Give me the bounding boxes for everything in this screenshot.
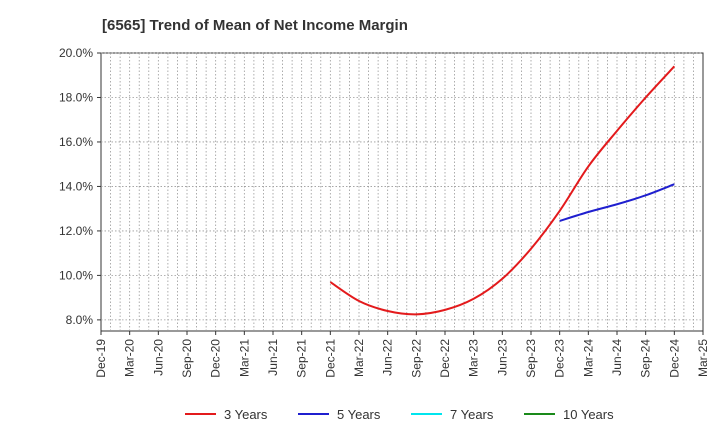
chart-title: [6565] Trend of Mean of Net Income Margi… (102, 17, 408, 34)
x-axis: Dec-19 Mar-20 Jun-20 Sep-20 Dec-20 Mar-21 Jun-… (94, 331, 710, 378)
x-tick-label: Dec-24 (667, 339, 681, 378)
y-axis: 8.0% 10.0% 12.0% 14.0% 16.0% 18.0% 20.0% (59, 46, 101, 327)
series-line-1 (329, 65, 676, 316)
x-tick-label: Mar-20 (123, 339, 137, 377)
grid-lines (101, 52, 703, 331)
x-tick-label: Mar-25 (696, 339, 710, 377)
x-tick-label: Jun-21 (266, 339, 280, 376)
x-tick-label: Sep-20 (180, 339, 194, 378)
x-tick-label: Mar-22 (352, 339, 366, 377)
x-tick-label: Mar-24 (581, 339, 595, 377)
x-tick-label: Dec-19 (94, 339, 108, 378)
x-tick-label: Jun-23 (495, 339, 509, 376)
x-tick-label: Sep-22 (409, 339, 423, 378)
x-tick-label: Mar-23 (467, 339, 481, 377)
x-tick-label: Jun-22 (381, 339, 395, 376)
x-tick-label: Jun-20 (151, 339, 165, 376)
legend: 3 Years 5 Years 7 Years 10 Years (185, 407, 614, 422)
y-tick-label: 12.0% (59, 224, 93, 238)
legend-label: 7 Years (450, 407, 494, 422)
x-tick-label: Dec-20 (209, 339, 223, 378)
x-tick-label: Sep-24 (639, 339, 653, 378)
plot-area (100, 52, 704, 332)
y-tick-label: 18.0% (59, 90, 93, 104)
x-tick-label: Mar-21 (237, 339, 251, 377)
legend-label: 5 Years (337, 407, 381, 422)
y-tick-label: 20.0% (59, 46, 93, 60)
y-tick-label: 14.0% (59, 179, 93, 193)
legend-label: 10 Years (563, 407, 614, 422)
x-tick-label: Dec-23 (553, 339, 567, 378)
series-lines (329, 65, 676, 316)
y-tick-label: 16.0% (59, 135, 93, 149)
x-tick-label: Sep-21 (295, 339, 309, 378)
x-tick-label: Dec-21 (323, 339, 337, 378)
y-tick-label: 10.0% (59, 268, 93, 282)
x-tick-label: Sep-23 (524, 339, 538, 378)
x-tick-label: Dec-22 (438, 339, 452, 378)
y-tick-label: 8.0% (66, 313, 94, 327)
legend-label: 3 Years (224, 407, 268, 422)
x-tick-label: Jun-24 (610, 339, 624, 376)
series-line-2 (559, 183, 675, 222)
